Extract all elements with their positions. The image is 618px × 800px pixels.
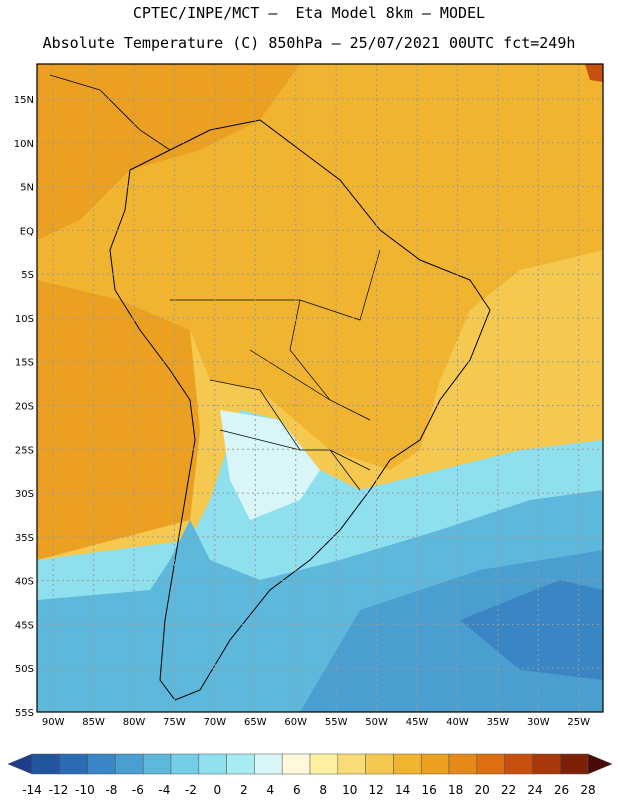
graticule [37,64,603,712]
colorbar-label: 28 [580,783,595,797]
colorbar-label: 4 [266,783,274,797]
colorbar-label: 14 [395,783,410,797]
colorbar-low-arrow [7,753,33,775]
lat-label: 5S [21,270,34,281]
colorbar-label: -10 [75,783,95,797]
colorbar-label: -6 [132,783,144,797]
lat-label: 40S [15,577,34,588]
central-america-outline [49,74,171,151]
colorbar-cell [365,753,394,775]
lat-label: 25S [15,445,34,456]
lon-label: 85W [82,717,105,728]
colorbar-cell [198,753,227,775]
lon-label: 30W [527,717,550,728]
pale-region [220,410,320,520]
title-line-2: Absolute Temperature (C) 850hPa – 25/07/… [42,34,576,52]
colorbar-cell [254,753,283,775]
lat-label: 20S [15,402,34,413]
colorbar-cell [476,753,505,775]
hot-corner [585,64,603,82]
lon-label: 65W [244,717,267,728]
colorbar-cell [281,753,311,775]
colorbar-label: -2 [185,783,197,797]
colorbar-cell [532,753,561,775]
lon-label: 50W [365,717,388,728]
continent-outline [109,119,491,701]
colorbar-label: -4 [158,783,170,797]
hot-region-northwest [37,64,300,240]
lat-label: 15S [15,358,34,369]
lat-label: EQ [20,226,34,237]
colorbar-cell [559,753,589,775]
lon-label: 60W [284,717,307,728]
colorbar-label: 10 [342,783,357,797]
colorbar-label: 20 [474,783,489,797]
colorbar-label: -12 [49,783,69,797]
colorbar-cell [309,753,339,775]
map-frame [36,63,604,713]
colder-region [300,550,603,712]
lon-label: 45W [406,717,429,728]
colorbar-label: 0 [214,783,222,797]
lon-label: 80W [123,717,146,728]
lat-label: 10S [15,314,34,325]
lat-label: 35S [15,533,34,544]
lon-label: 40W [446,717,469,728]
lat-label: 55S [15,708,34,719]
lat-label: 15N [14,95,34,106]
colorbar-label: -8 [105,783,117,797]
colorbar-label: 18 [448,783,463,797]
colorbar-cell [59,753,88,775]
title-line-1: CPTEC/INPE/MCT – Eta Model 8km – MODEL [132,4,486,22]
colorbar-cell [393,753,422,775]
colorbar-label: 6 [293,783,301,797]
colorbar: -14 -12 -10 -8 -6 -4 -2 0 2 4 6 8 10 12 14 16 18 20 22 24 26… [7,753,613,797]
colorbar-label: 16 [422,783,437,797]
lat-label: 10N [14,139,34,150]
colorbar-cell [504,753,533,775]
lat-label: 30S [15,489,34,500]
colorbar-cell [420,753,450,775]
hot-pacific-region [37,280,200,560]
lon-label: 35W [487,717,510,728]
colorbar-label: 26 [554,783,569,797]
colorbar-label: 8 [319,783,327,797]
colorbar-cell [142,753,172,775]
colorbar-high-arrow [587,753,613,775]
colorbar-cell [31,753,61,775]
colorbar-cell [448,753,478,775]
colorbar-label: -14 [22,783,42,797]
colorbar-label: 12 [369,783,384,797]
lon-label: 55W [325,717,348,728]
lat-label: 50S [15,664,34,675]
colorbar-label: 2 [240,783,248,797]
colorbar-cell [337,753,366,775]
colorbar-cell [87,753,116,775]
colorbar-label: 24 [527,783,542,797]
colorbar-label: 22 [501,783,516,797]
colorbar-cell [170,753,200,775]
colorbar-cell [115,753,144,775]
lon-label: 90W [42,717,65,728]
lon-label: 75W [163,717,186,728]
lat-label: 5N [20,183,34,194]
temperature-map: 15N 10N 5N EQ 5S 10S 15S 20S 25S 30S 35S 40S 45S 50S 5… [14,63,604,728]
warm-region [37,64,603,470]
lon-label: 25W [567,717,590,728]
colorbar-cell [226,753,255,775]
lon-label: 70W [204,717,227,728]
coldest-region [460,580,603,680]
lat-label: 45S [15,620,34,631]
country-borders [170,249,381,491]
